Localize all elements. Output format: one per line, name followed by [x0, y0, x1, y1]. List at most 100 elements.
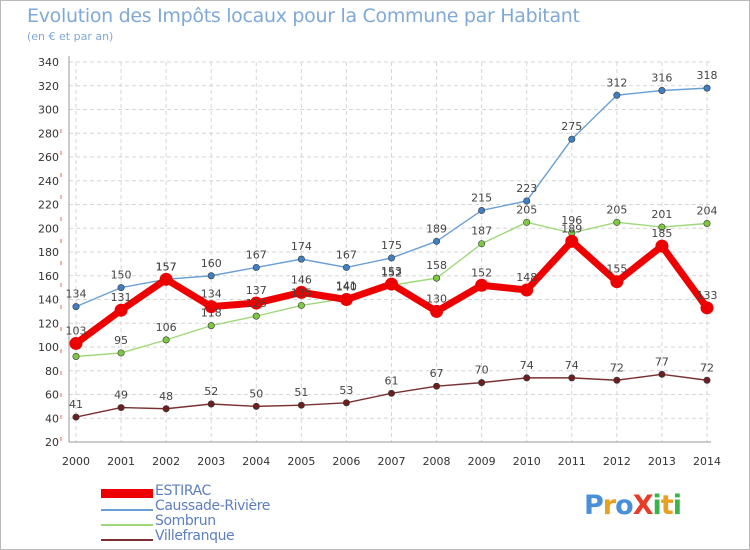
data-label: 118	[201, 307, 222, 320]
data-point-estirac	[565, 234, 579, 248]
logo-letter: t	[660, 490, 674, 521]
legend-swatch	[101, 509, 153, 511]
data-label: 201	[651, 208, 672, 221]
data-point-estirac	[204, 300, 218, 314]
data-label: 204	[697, 205, 718, 218]
data-point-villefranque	[703, 376, 711, 384]
data-label: 167	[246, 248, 267, 261]
data-label: 103	[66, 324, 87, 337]
x-tick-label: 2004	[242, 455, 270, 468]
data-point-villefranque	[207, 400, 215, 408]
x-tick-label: 2009	[468, 455, 496, 468]
x-tick-label: 2005	[287, 455, 315, 468]
data-point-estirac	[610, 275, 624, 289]
x-tick-label: 2002	[152, 455, 180, 468]
data-point-caussade-rivi-re	[703, 84, 711, 92]
data-label: 189	[426, 222, 447, 235]
data-label: 131	[111, 291, 132, 304]
legend-label: Villefranque	[155, 528, 235, 544]
data-point-caussade-rivi-re	[433, 237, 441, 245]
x-tick-label: 2006	[332, 455, 360, 468]
data-label: 160	[201, 257, 222, 270]
data-label: 74	[565, 359, 579, 372]
data-label: 95	[114, 334, 128, 347]
data-label: 316	[651, 72, 672, 85]
data-label: 134	[201, 288, 222, 301]
data-label: 130	[426, 292, 447, 305]
data-point-caussade-rivi-re	[387, 254, 395, 262]
data-point-sombrun	[207, 322, 215, 330]
y-tick-label: 200	[38, 222, 59, 235]
data-point-villefranque	[117, 404, 125, 412]
y-tick-label: 140	[38, 294, 59, 307]
data-label: 67	[430, 367, 444, 380]
legend-label: ESTIRAC	[155, 483, 211, 499]
data-label: 196	[561, 214, 582, 227]
data-label: 126	[246, 297, 267, 310]
data-point-sombrun	[433, 274, 441, 282]
data-label: 187	[471, 225, 492, 238]
data-label: 77	[655, 355, 669, 368]
data-label: 48	[159, 390, 173, 403]
y-tick-label: 60	[45, 389, 59, 402]
data-point-sombrun	[613, 218, 621, 226]
data-label: 318	[697, 69, 718, 82]
data-label: 70	[475, 364, 489, 377]
data-point-villefranque	[72, 413, 80, 421]
data-label: 106	[156, 321, 177, 334]
x-tick-label: 2008	[423, 455, 451, 468]
data-point-sombrun	[72, 352, 80, 360]
data-point-villefranque	[433, 382, 441, 390]
chart-title: Evolution des Impôts locaux pour la Comm…	[27, 5, 580, 27]
data-point-villefranque	[478, 379, 486, 387]
data-point-sombrun	[297, 301, 305, 309]
data-label: 146	[291, 273, 312, 286]
data-point-caussade-rivi-re	[342, 263, 350, 271]
data-point-estirac	[385, 277, 398, 291]
y-tick-label: 120	[38, 317, 59, 330]
data-label: 215	[471, 191, 492, 204]
data-point-caussade-rivi-re	[207, 272, 215, 280]
y-tick-label: 40	[45, 412, 59, 425]
legend-swatch	[101, 524, 153, 526]
data-point-estirac	[520, 283, 534, 297]
data-label: 140	[336, 281, 357, 294]
data-point-villefranque	[342, 399, 350, 407]
data-label: 175	[381, 239, 402, 252]
data-point-estirac	[475, 278, 489, 292]
data-label: 49	[114, 389, 128, 402]
data-label: 167	[336, 248, 357, 261]
data-label: 148	[516, 271, 537, 284]
data-label: 51	[294, 386, 308, 399]
data-label: 205	[606, 203, 627, 216]
x-tick-label: 2011	[558, 455, 586, 468]
data-point-estirac	[294, 285, 308, 299]
data-label: 134	[66, 288, 87, 301]
data-label: 50	[249, 387, 263, 400]
data-label: 153	[381, 265, 402, 278]
data-label: 185	[651, 227, 672, 240]
data-label: 52	[204, 385, 218, 398]
data-point-caussade-rivi-re	[72, 303, 80, 311]
data-point-sombrun	[252, 312, 260, 320]
y-tick-label: 180	[38, 246, 59, 259]
logo-letter: i	[672, 490, 682, 521]
data-point-estirac	[700, 301, 714, 315]
data-label: 152	[381, 266, 402, 279]
data-point-estirac	[655, 239, 669, 253]
logo-letter: X	[632, 490, 654, 521]
data-label: 135	[291, 286, 312, 299]
data-point-caussade-rivi-re	[297, 255, 305, 263]
data-point-villefranque	[252, 402, 260, 410]
data-label: 72	[610, 361, 624, 374]
data-point-villefranque	[523, 374, 531, 382]
data-point-villefranque	[387, 389, 395, 397]
x-tick-label: 2007	[378, 455, 406, 468]
data-label: 312	[606, 76, 627, 89]
x-tick-label: 2013	[648, 455, 676, 468]
data-point-caussade-rivi-re	[658, 87, 666, 95]
data-point-estirac	[249, 296, 263, 310]
data-point-caussade-rivi-re	[523, 197, 531, 205]
legend-label: Caussade-Rivière	[155, 498, 271, 514]
